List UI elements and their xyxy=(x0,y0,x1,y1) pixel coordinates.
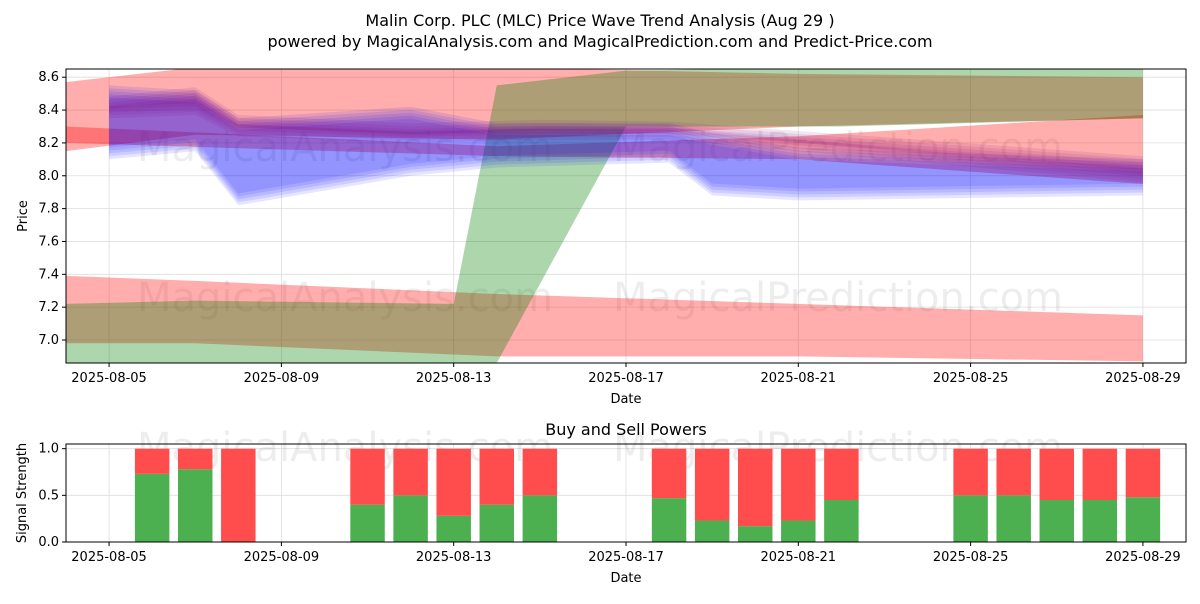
band-red xyxy=(66,275,1143,362)
sell-bar xyxy=(479,448,514,505)
y-tick-label: 8.2 xyxy=(38,136,59,151)
buy-bar xyxy=(178,469,213,542)
sell-bar xyxy=(781,448,816,521)
buy-bar xyxy=(824,500,859,542)
x-axis-label: Date xyxy=(610,392,641,407)
buy-bar xyxy=(738,526,773,542)
y-tick-label: 0.0 xyxy=(38,535,59,550)
sell-bar xyxy=(350,448,385,505)
band-red xyxy=(66,69,1143,152)
band-blue xyxy=(109,97,1143,194)
x-tick-label: 2025-08-13 xyxy=(416,371,492,386)
buy-bar xyxy=(651,498,687,542)
sell-bar xyxy=(134,448,170,474)
sell-bar xyxy=(953,448,988,496)
buy-bar xyxy=(694,520,730,542)
buy-bar xyxy=(522,495,558,542)
y-tick-label: 8.4 xyxy=(38,103,59,118)
sell-bar xyxy=(1082,448,1118,500)
x-axis-label: Date xyxy=(610,571,641,586)
sell-bar xyxy=(694,448,730,521)
buy-bar xyxy=(436,515,471,542)
buy-bar xyxy=(781,520,816,542)
x-tick-label: 2025-08-13 xyxy=(416,550,492,565)
x-tick-label: 2025-08-09 xyxy=(244,550,320,565)
chart-subtitle: powered by MagicalAnalysis.com and Magic… xyxy=(267,32,932,51)
band-green xyxy=(66,69,1143,363)
sell-bar xyxy=(522,448,558,496)
band-blue xyxy=(109,94,1143,197)
chart-title: Malin Corp. PLC (MLC) Price Wave Trend A… xyxy=(365,11,834,30)
price-panel: MagicalAnalysis.com MagicalPrediction.com… xyxy=(16,68,1187,407)
x-tick-label: 2025-08-21 xyxy=(761,550,837,565)
y-tick-label: 8.6 xyxy=(38,70,59,85)
buy-bar xyxy=(479,504,514,542)
x-tick-label: 2025-08-25 xyxy=(933,550,1009,565)
sell-bar xyxy=(1125,448,1161,498)
watermark-text: MagicalAnalysis.com xyxy=(137,125,553,171)
band-blue xyxy=(109,88,1143,203)
sell-bar xyxy=(221,448,256,542)
y-tick-label: 0.5 xyxy=(38,488,59,503)
panel-title: Buy and Sell Powers xyxy=(545,420,707,439)
watermark-text: MagicalAnalysis.com xyxy=(137,275,553,321)
sell-bar xyxy=(996,448,1031,496)
y-axis-label: Price xyxy=(16,200,31,232)
signal-panel: MagicalAnalysis.com MagicalPrediction.com… xyxy=(15,420,1187,586)
y-axis-label: Signal Strength xyxy=(15,443,30,543)
x-tick-label: 2025-08-25 xyxy=(933,371,1009,386)
x-tick-label: 2025-08-09 xyxy=(244,371,320,386)
y-tick-label: 7.8 xyxy=(38,202,59,217)
sell-bar xyxy=(178,448,213,470)
buy-bar xyxy=(134,473,170,542)
buy-bar xyxy=(1039,500,1074,542)
buy-bar xyxy=(1125,497,1161,542)
buy-bar xyxy=(996,495,1031,542)
watermark-text: MagicalPrediction.com xyxy=(613,125,1063,171)
x-tick-label: 2025-08-29 xyxy=(1105,371,1181,386)
sell-bar xyxy=(436,448,471,516)
band-blue xyxy=(109,85,1143,206)
band-red xyxy=(66,115,1143,184)
band-layer xyxy=(66,69,1143,363)
x-tick-label: 2025-08-29 xyxy=(1105,550,1181,565)
x-tick-label: 2025-08-05 xyxy=(71,371,147,386)
band-purple xyxy=(109,87,1143,183)
watermark-text: MagicalPrediction.com xyxy=(613,275,1063,321)
y-tick-label: 7.2 xyxy=(38,300,59,315)
y-tick-label: 8.0 xyxy=(38,169,59,184)
y-tick-label: 1.0 xyxy=(38,442,59,457)
sell-bar xyxy=(393,448,428,496)
buy-bar xyxy=(393,495,428,542)
y-tick-label: 7.0 xyxy=(38,333,59,348)
sell-bar xyxy=(651,448,687,499)
band-purple xyxy=(109,90,1143,180)
sell-bar xyxy=(1039,448,1074,500)
y-tick-label: 7.4 xyxy=(38,267,59,282)
x-tick-label: 2025-08-17 xyxy=(588,371,664,386)
y-tick-label: 7.6 xyxy=(38,234,59,249)
sell-bar xyxy=(824,448,859,500)
buy-bar xyxy=(350,504,385,542)
buy-bar xyxy=(953,495,988,542)
x-tick-label: 2025-08-17 xyxy=(588,550,664,565)
x-tick-label: 2025-08-05 xyxy=(71,550,147,565)
x-tick-label: 2025-08-21 xyxy=(761,371,837,386)
band-blue xyxy=(109,91,1143,200)
sell-bar xyxy=(738,448,773,527)
buy-bar xyxy=(1082,500,1118,542)
